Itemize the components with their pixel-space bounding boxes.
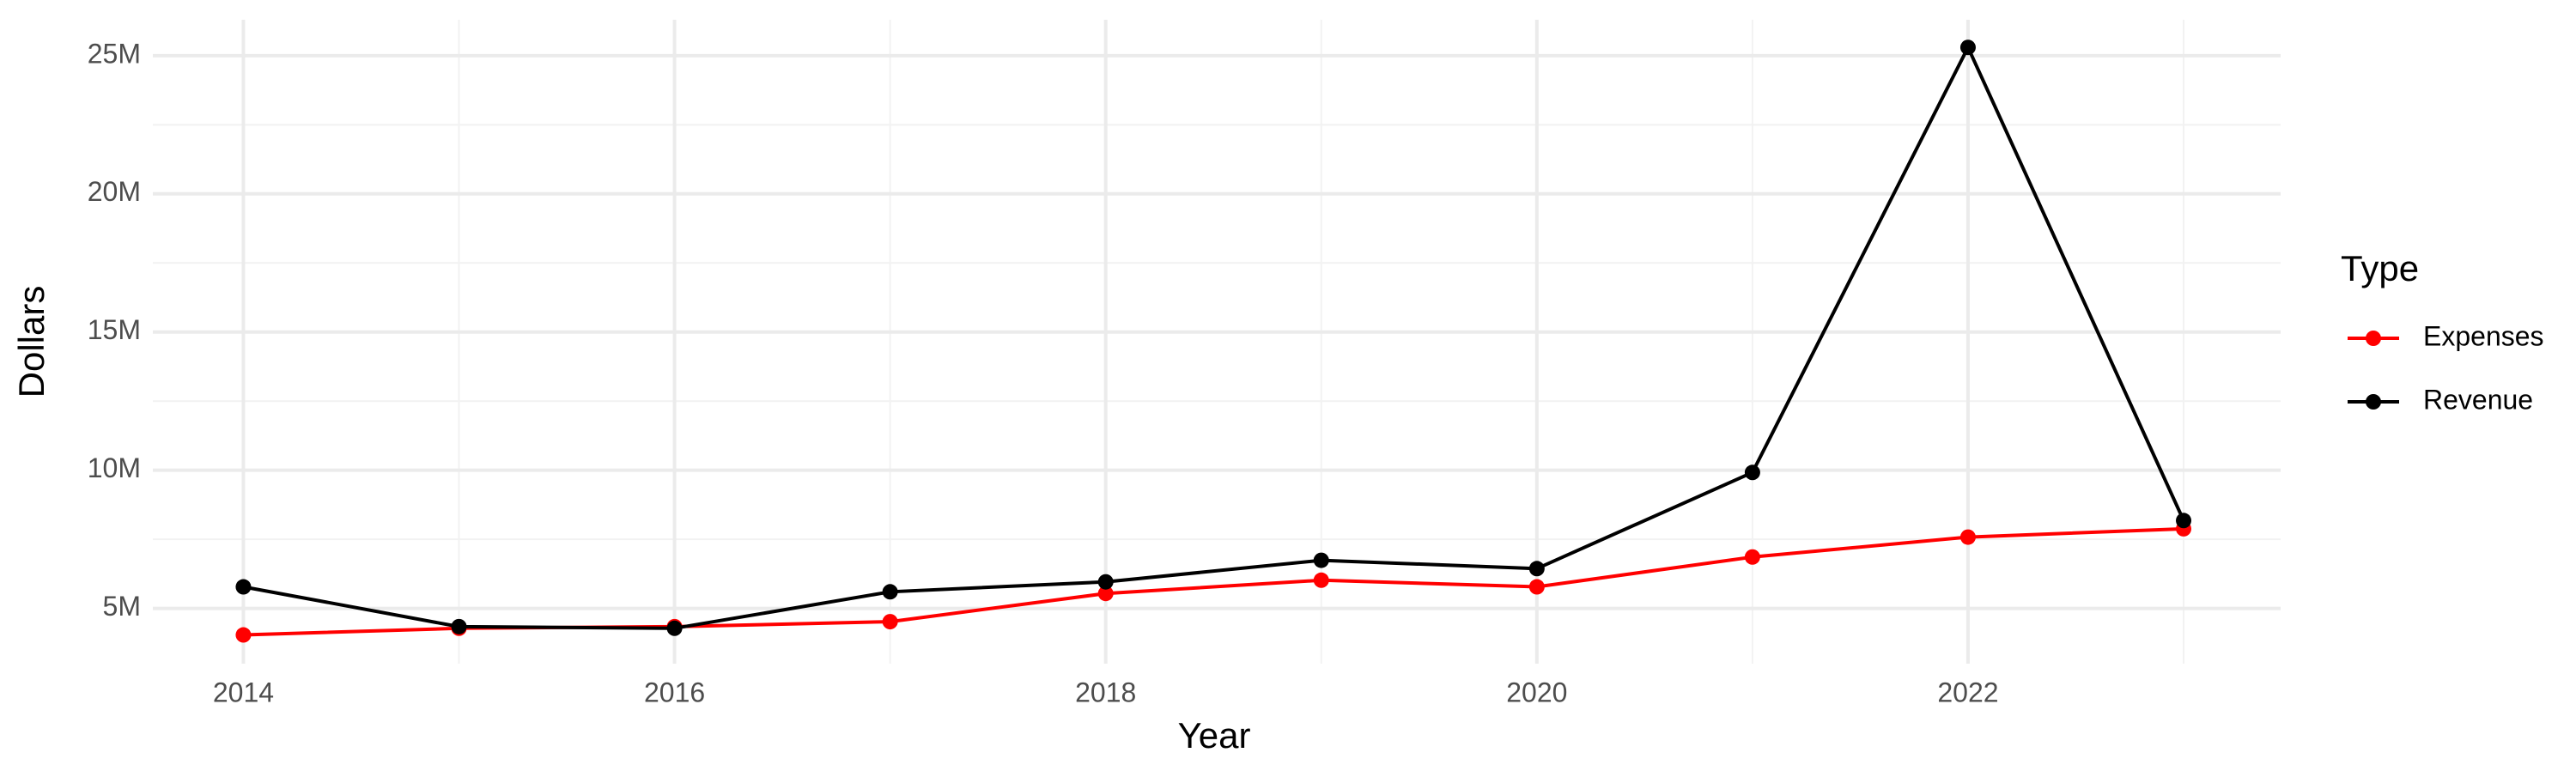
data-point [1959,39,1976,56]
y-tick-label: 25M [88,38,141,69]
data-point [1097,586,1114,602]
legend-marker [2366,394,2381,410]
series-line [243,43,2185,630]
data-point [1528,579,1545,595]
y-tick-label: 5M [103,591,141,622]
x-tick-label: 2018 [1075,677,1136,707]
legend-marker [2366,331,2381,346]
data-point [666,620,683,636]
data-point [1097,574,1114,590]
data-point [882,614,898,630]
data-point [235,627,252,643]
data-point [1313,572,1329,588]
data-point [1744,549,1760,565]
data-point [882,584,898,600]
legend-title: Type [2341,248,2419,288]
y-tick-label: 15M [88,314,141,345]
x-axis-title: Year [1178,715,1251,756]
y-tick-label: 20M [88,176,141,207]
y-axis-title: Dollars [11,286,52,398]
data-point [1313,552,1329,568]
data-point [1744,464,1760,481]
data-point [235,579,252,595]
series-line [243,526,2184,637]
x-tick-label: 2022 [1937,677,1998,707]
data-point [2176,513,2192,529]
data-point [1959,529,1976,545]
data-point [1528,561,1545,577]
y-tick-label: 10M [88,452,141,483]
x-tick-label: 2020 [1506,677,1567,707]
data-point [451,618,467,634]
legend-label: Expenses [2423,320,2544,351]
x-tick-label: 2016 [644,677,705,707]
x-tick-label: 2014 [213,677,274,707]
legend-label: Revenue [2423,384,2533,415]
